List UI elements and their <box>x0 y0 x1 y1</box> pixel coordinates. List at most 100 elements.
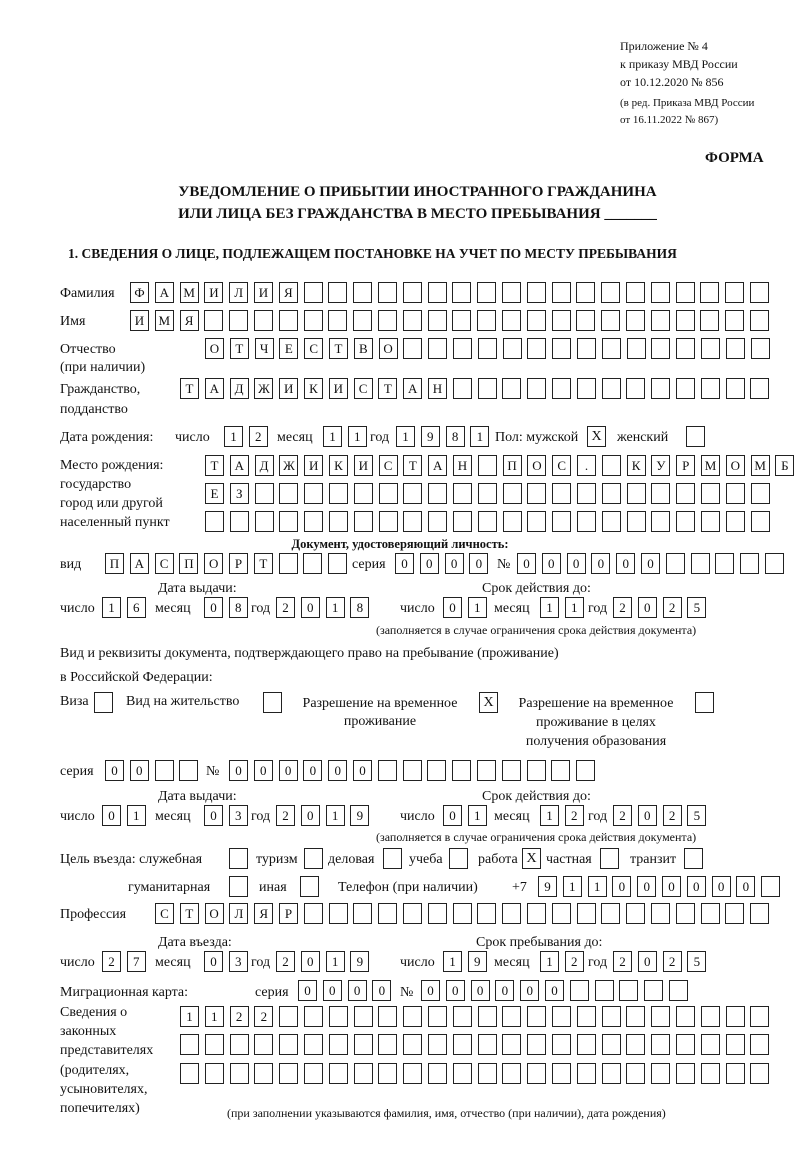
char-box[interactable] <box>725 1006 745 1027</box>
char-box[interactable] <box>502 1006 522 1027</box>
sex-male-checkbox[interactable]: X <box>587 426 606 447</box>
char-box[interactable]: 1 <box>467 597 487 618</box>
purpose-official-checkbox[interactable] <box>229 848 248 869</box>
char-box[interactable] <box>601 483 621 504</box>
char-box[interactable] <box>700 282 720 303</box>
char-box[interactable] <box>477 378 497 399</box>
char-box[interactable]: 0 <box>711 876 731 897</box>
char-box[interactable] <box>403 1063 423 1084</box>
char-box[interactable]: И <box>204 282 224 303</box>
char-box[interactable] <box>576 378 596 399</box>
char-box[interactable] <box>403 338 423 359</box>
char-box[interactable] <box>750 310 769 331</box>
char-box[interactable] <box>626 511 646 532</box>
char-box[interactable] <box>328 1034 348 1055</box>
char-box[interactable] <box>502 282 521 303</box>
char-box[interactable]: 0 <box>229 760 248 781</box>
char-box[interactable]: 1 <box>540 951 559 972</box>
char-box[interactable] <box>502 1034 522 1055</box>
char-box[interactable]: А <box>154 282 174 303</box>
char-box[interactable]: 5 <box>687 805 707 826</box>
char-box[interactable] <box>527 1006 547 1027</box>
char-box[interactable]: 0 <box>278 760 298 781</box>
char-box[interactable]: 0 <box>612 876 632 897</box>
char-box[interactable] <box>329 483 348 504</box>
char-box[interactable]: И <box>254 282 273 303</box>
char-box[interactable]: О <box>725 455 745 476</box>
char-box[interactable] <box>403 1034 423 1055</box>
char-box[interactable]: 2 <box>662 597 682 618</box>
char-box[interactable] <box>676 1063 695 1084</box>
char-box[interactable] <box>254 1063 274 1084</box>
char-box[interactable] <box>502 903 522 924</box>
char-box[interactable]: И <box>304 455 324 476</box>
char-box[interactable]: 0 <box>443 805 462 826</box>
char-box[interactable]: О <box>205 338 224 359</box>
char-box[interactable]: 2 <box>276 951 295 972</box>
char-box[interactable]: 1 <box>540 805 559 826</box>
char-box[interactable] <box>576 310 596 331</box>
char-box[interactable]: 0 <box>204 805 223 826</box>
sex-female-checkbox[interactable] <box>686 426 705 447</box>
char-box[interactable]: К <box>329 455 348 476</box>
char-box[interactable] <box>669 980 688 1001</box>
char-box[interactable] <box>750 511 770 532</box>
char-box[interactable] <box>501 760 521 781</box>
char-box[interactable] <box>179 760 199 781</box>
char-box[interactable] <box>676 511 696 532</box>
char-box[interactable] <box>740 553 760 574</box>
char-box[interactable] <box>701 483 720 504</box>
char-box[interactable] <box>601 455 621 476</box>
char-box[interactable]: 9 <box>467 951 487 972</box>
char-box[interactable]: 2 <box>564 805 584 826</box>
char-box[interactable] <box>502 338 522 359</box>
char-box[interactable] <box>551 903 571 924</box>
char-box[interactable]: 5 <box>687 597 707 618</box>
char-box[interactable]: Н <box>428 378 447 399</box>
char-box[interactable] <box>676 338 696 359</box>
char-box[interactable]: П <box>502 455 522 476</box>
trp-edu-checkbox[interactable] <box>695 692 714 713</box>
residence-checkbox[interactable] <box>263 692 282 713</box>
char-box[interactable] <box>700 1034 720 1055</box>
char-box[interactable]: И <box>279 378 299 399</box>
char-box[interactable] <box>477 1063 497 1084</box>
char-box[interactable]: 1 <box>325 805 345 826</box>
char-box[interactable] <box>725 282 745 303</box>
char-box[interactable] <box>644 980 664 1001</box>
char-box[interactable] <box>750 483 770 504</box>
char-box[interactable] <box>750 1034 770 1055</box>
char-box[interactable]: 0 <box>637 805 657 826</box>
char-box[interactable]: 2 <box>229 1006 249 1027</box>
char-box[interactable]: 0 <box>300 805 320 826</box>
char-box[interactable] <box>403 483 423 504</box>
char-box[interactable]: А <box>204 378 224 399</box>
char-box[interactable] <box>651 511 671 532</box>
char-box[interactable] <box>551 310 571 331</box>
char-box[interactable] <box>626 483 646 504</box>
char-box[interactable] <box>377 760 397 781</box>
char-box[interactable]: М <box>750 455 770 476</box>
char-box[interactable]: И <box>328 378 348 399</box>
char-box[interactable]: 8 <box>350 597 370 618</box>
char-box[interactable] <box>551 282 571 303</box>
char-box[interactable] <box>304 1063 323 1084</box>
char-box[interactable]: 0 <box>204 951 223 972</box>
char-box[interactable]: К <box>304 378 323 399</box>
char-box[interactable]: С <box>378 455 398 476</box>
char-box[interactable]: Р <box>229 553 248 574</box>
char-box[interactable] <box>651 903 670 924</box>
char-box[interactable] <box>576 760 596 781</box>
char-box[interactable] <box>651 338 671 359</box>
char-box[interactable] <box>750 1063 770 1084</box>
char-box[interactable] <box>750 378 770 399</box>
char-box[interactable] <box>403 903 422 924</box>
char-box[interactable]: О <box>204 903 224 924</box>
char-box[interactable] <box>477 483 497 504</box>
char-box[interactable]: Т <box>180 378 199 399</box>
